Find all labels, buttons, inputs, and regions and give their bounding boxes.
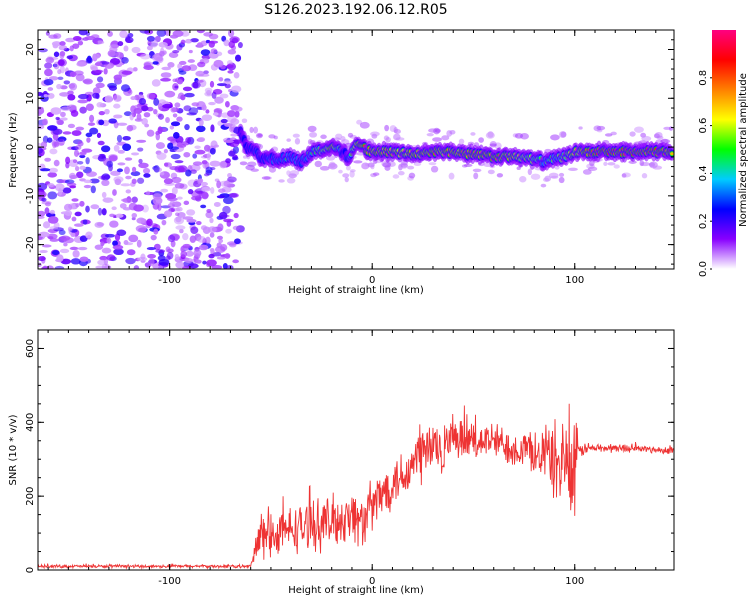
y-tick-label: 0 (25, 567, 36, 573)
snr-axis-ticks: -100 0 100 0 200 400 600 (25, 329, 674, 587)
x-tick-label: -100 (158, 275, 181, 286)
colorbar-tick-label: 0.4 (698, 165, 709, 181)
y-tick-label: -20 (25, 236, 36, 252)
snr-panel: -100 0 100 0 200 400 600 Height of straight li… (8, 329, 675, 596)
x-tick-label: 0 (369, 576, 375, 587)
snr-background (38, 330, 674, 570)
colorbar: 0.0 0.2 0.4 0.6 0.8 Normalized spectral ampl… (698, 30, 749, 277)
colorbar-tick-label: 0.0 (698, 261, 709, 277)
snr-series-line (38, 403, 674, 570)
y-tick-label: 600 (25, 339, 36, 358)
snr-x-axis-label: Height of straight line (km) (288, 585, 424, 596)
y-tick-label: 200 (25, 487, 36, 506)
y-tick-label: -10 (25, 188, 36, 204)
x-tick-label: 0 (369, 275, 375, 286)
snr-y-axis-label: SNR (10 * v/v) (8, 414, 19, 485)
heatmap-frame (37, 29, 675, 270)
y-tick-label: 20 (25, 43, 36, 56)
x-tick-label: 100 (565, 275, 584, 286)
y-tick-label: 10 (25, 92, 36, 105)
x-tick-label: 100 (565, 576, 584, 587)
y-tick-label: 0 (25, 144, 36, 150)
colorbar-tick-label: 0.8 (698, 70, 709, 86)
y-tick-label: 400 (25, 413, 36, 432)
colorbar-tick-label: 0.2 (698, 213, 709, 229)
figure-title: S126.2023.192.06.12.R05 (264, 2, 447, 18)
x-tick-label: -100 (158, 576, 181, 587)
colorbar-tick-label: 0.6 (698, 118, 709, 134)
heatmap-cells (38, 30, 674, 269)
heatmap-x-axis-label: Height of straight line (km) (288, 285, 424, 296)
heatmap-y-axis-label: Frequency (Hz) (8, 112, 19, 188)
colorbar-ticks: 0.0 0.2 0.4 0.6 0.8 (698, 70, 712, 277)
snr-frame (37, 329, 675, 571)
colorbar-gradient (712, 30, 736, 269)
colorbar-label: Normalized spectral amplitude (738, 73, 749, 227)
